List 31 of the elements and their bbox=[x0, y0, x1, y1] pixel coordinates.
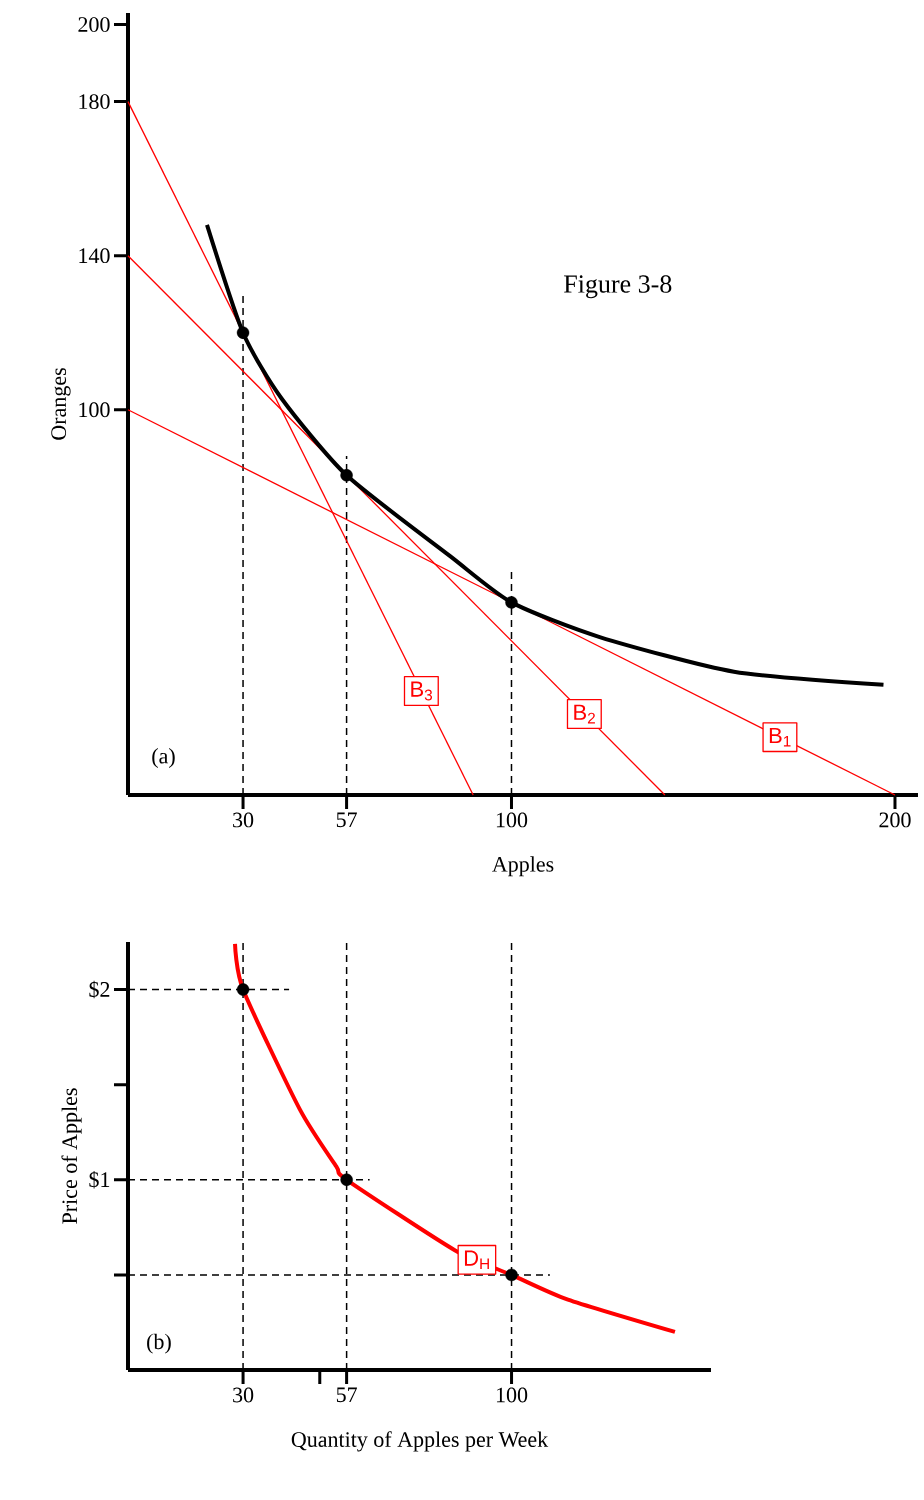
y-tick-label: 100 bbox=[79, 402, 110, 418]
series-label: D$_{H}$ bbox=[464, 1250, 489, 1270]
x-tick-label: 30 bbox=[233, 1387, 254, 1403]
x-tick-label: 100 bbox=[496, 812, 528, 828]
series-label: B$_{3}$ bbox=[411, 681, 433, 701]
y-tick-label: $2 bbox=[89, 980, 110, 999]
point bbox=[236, 326, 250, 339]
line-series bbox=[233, 941, 677, 1334]
y-axis-title: Oranges bbox=[51, 368, 71, 440]
series-label: B$_{1}$ bbox=[769, 727, 791, 747]
point bbox=[505, 596, 518, 609]
point bbox=[505, 1268, 518, 1282]
x-axis-title: Quantity of Apples per Week bbox=[291, 1431, 549, 1452]
x-axis-title: Apples bbox=[492, 856, 554, 877]
point bbox=[340, 469, 353, 482]
point bbox=[236, 983, 250, 996]
y-tick-label: $1 bbox=[89, 1170, 110, 1189]
x-tick-label: 57 bbox=[336, 812, 357, 828]
y-tick-label: 180 bbox=[79, 94, 110, 110]
text: Figure 3-8 bbox=[564, 275, 672, 299]
annotation: (b) bbox=[147, 1333, 171, 1354]
y-axis-title: Price of Apples bbox=[61, 1088, 82, 1224]
annotation: (a) bbox=[152, 748, 175, 769]
y-tick-label: 140 bbox=[79, 248, 110, 264]
x-tick-label: 57 bbox=[336, 1387, 357, 1403]
point bbox=[340, 1173, 353, 1186]
series-label: B$_{2}$ bbox=[574, 704, 595, 724]
x-tick-label: 200 bbox=[879, 812, 911, 828]
y-tick-label: 200 bbox=[78, 17, 110, 32]
x-tick-label: 30 bbox=[233, 812, 254, 828]
x-tick-label: 100 bbox=[496, 1387, 528, 1403]
